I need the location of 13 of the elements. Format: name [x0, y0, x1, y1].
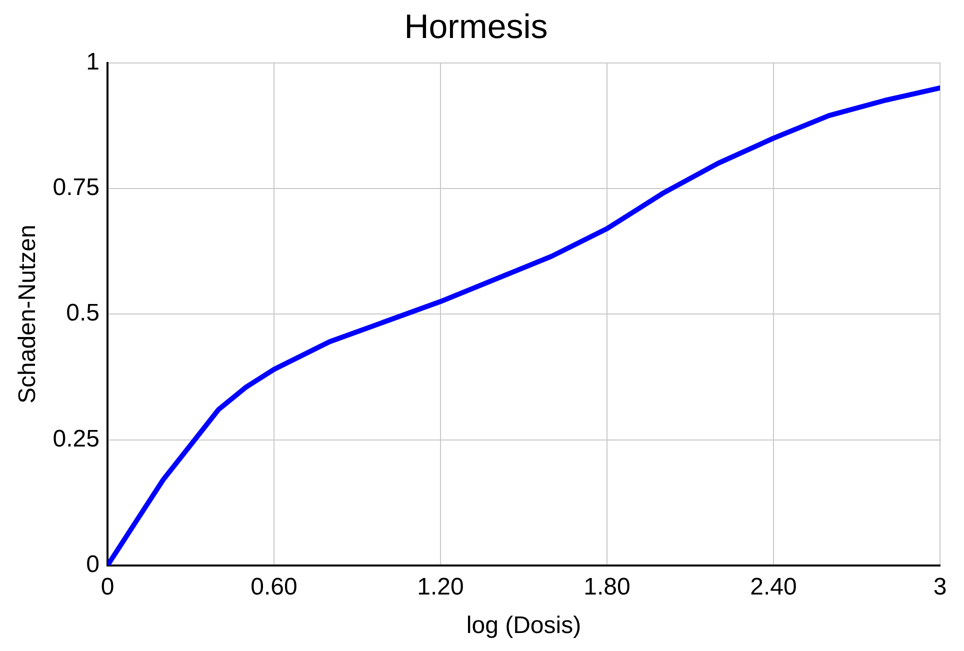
x-tick-label: 0.60 [250, 573, 298, 600]
x-tick-label: 1.80 [584, 573, 630, 600]
y-tick-label: 0.5 [66, 300, 100, 327]
x-tick-label: 3 [933, 573, 947, 600]
x-axis-title: log (Dosis) [466, 612, 582, 640]
x-tick-label: 1.20 [417, 573, 464, 600]
y-axis-title: Schaden-Nutzen [14, 224, 42, 404]
y-tick-label: 0.25 [52, 425, 100, 452]
chart-title: Hormesis [404, 8, 548, 46]
y-tick-label: 1 [86, 48, 100, 76]
y-tick-label: 0 [86, 551, 100, 578]
x-tick-label: 2.40 [750, 573, 797, 600]
y-tick-label: 0.75 [52, 174, 100, 202]
